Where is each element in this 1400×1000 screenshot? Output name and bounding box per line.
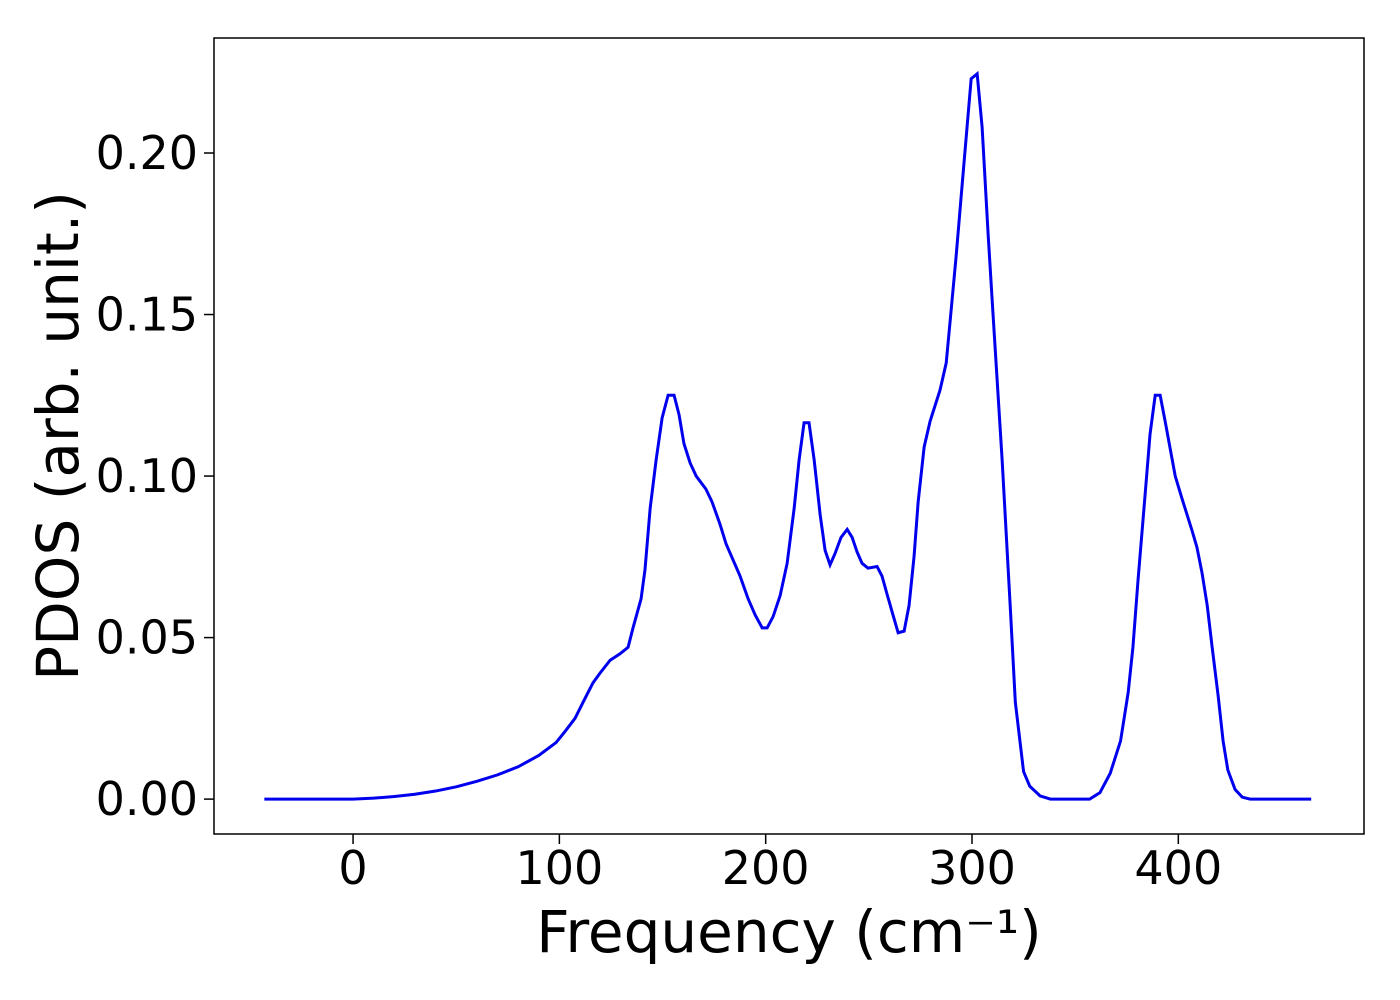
x-tick-label: 200 — [722, 841, 810, 895]
x-tick-label: 0 — [338, 841, 367, 895]
y-tick-label: 0.15 — [96, 288, 198, 342]
plot-frame — [213, 37, 1365, 835]
x-axis-label: Frequency (cm⁻¹) — [536, 898, 1042, 966]
x-tick-label: 300 — [928, 841, 1016, 895]
y-tick-label: 0.00 — [96, 772, 198, 826]
x-tick-label: 400 — [1134, 841, 1222, 895]
y-tick-label: 0.05 — [96, 611, 198, 665]
x-tick-label: 100 — [515, 841, 603, 895]
y-tick-label: 0.10 — [96, 449, 198, 503]
y-axis-label: PDOS (arb. unit.) — [24, 191, 92, 681]
y-tick-label: 0.20 — [96, 126, 198, 180]
line — [264, 70, 1312, 801]
